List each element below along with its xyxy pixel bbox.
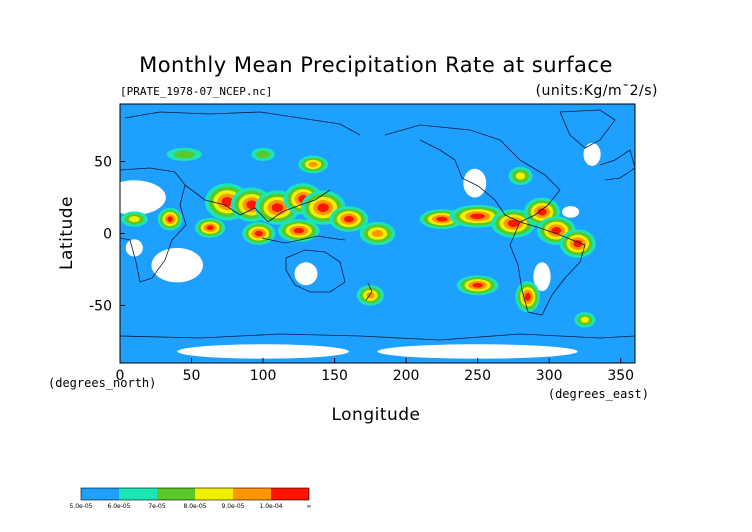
precip-region-2-band-5 [271,203,284,213]
precip-region-20-band-4 [308,161,318,168]
colorbar-swatch-0 [81,488,119,500]
precip-region-8-band-5 [206,225,214,231]
precip-region-23-band-2 [256,150,270,159]
colorbar: 5.0e-05 6.0e-05 7e-05 8.0e-05 9.0e-05 1.0e-04… [69,487,312,510]
colorbar-swatch-4 [233,488,271,500]
y-tick-label-0: 0 [103,227,112,243]
colorbar-label-6: ∞ [307,503,312,510]
colorbar-label-1: 6.0e-05 [107,503,130,510]
precip-region-15-band-5 [573,239,583,248]
colorbar-frame [80,487,310,501]
precip-region-5-band-5 [344,215,354,223]
no-data-patch-3 [294,262,318,286]
precip-region-12-band-5 [507,219,520,228]
precip-region-4-band-5 [317,203,329,213]
precip-region-13-band-5 [537,208,547,216]
map-panel [102,103,636,364]
colorbar-swatch-2 [157,488,195,500]
x-tick-label-0: 0 [116,368,125,384]
precip-region-7-band-5 [293,227,305,234]
coastline-africa [119,167,187,283]
coastline-north-asia [124,111,361,136]
coastline-indonesia [261,235,346,244]
precip-region-0-band-5 [221,197,233,207]
colorbar-swatch-1 [119,488,157,500]
no-data-patch-9 [377,344,578,359]
no-data-patch-6 [562,206,580,218]
precip-region-6-band-5 [254,230,263,237]
precip-region-17-band-5 [472,282,483,288]
x-axis: 0 50 100 150 200 250 300 350 [116,358,634,384]
precip-region-1-band-5 [246,200,257,210]
precip-region-18-band-5 [524,292,531,301]
no-data-patch-7 [583,142,601,166]
precip-region-25-band-3 [580,316,590,323]
no-data-patch-8 [177,344,349,359]
colorbar-label-3: 8.0e-05 [183,503,206,510]
precip-region-24-band-3 [515,172,526,180]
no-data-patch-5 [533,262,551,292]
coastline-antarctica [119,333,636,341]
coastline-greenland [559,109,616,149]
x-tick-label-50: 50 [183,368,201,384]
coastline-new-zealand [365,282,373,301]
coastline-europe [599,149,636,181]
colorbar-label-5: 1.0e-04 [259,503,282,510]
colorbar-label-2: 7e-05 [148,503,165,510]
precip-region-14-band-5 [551,227,562,235]
x-tick-label-250: 250 [464,368,491,384]
coastline-north-america [384,124,561,223]
coastline-south-asia [184,184,331,223]
y-axis-title: Latitude [57,196,77,270]
source-label: [PRATE_1978-07_NCEP.nc] [120,85,272,98]
x-tick-label-350: 350 [607,368,634,384]
precip-region-10-band-5 [436,216,448,222]
x-tick-label-150: 150 [321,368,348,384]
precip-region-16-band-5 [167,216,173,222]
x-tick-label-300: 300 [536,368,563,384]
y-tick-label--50: -50 [89,298,112,314]
precip-region-22-band-2 [173,150,195,159]
colorbar-label-0: 5.0e-05 [69,503,92,510]
no-data-patch-1 [151,247,203,283]
precip-region-11-band-5 [470,213,485,219]
y-tick-label-50: 50 [94,155,112,171]
colorbar-swatch-3 [195,488,233,500]
coastline-australia [285,249,346,293]
colorbar-label-4: 9.0e-05 [221,503,244,510]
y-axis: 50 0 -50 [89,155,125,314]
chart-title: Monthly Mean Precipitation Rate at surfa… [139,53,613,77]
x-axis-unit-label: (degrees_east) [548,387,649,401]
no-data-patch-4 [463,168,487,198]
colorbar-swatch-5 [271,488,309,500]
x-axis-title: Longitude [331,405,420,425]
precip-region-9-band-4 [371,229,384,238]
coastlines [119,109,636,341]
y-axis-unit-label: (degrees_north) [48,376,156,390]
no-data-layer [102,142,601,359]
x-tick-label-100: 100 [250,368,277,384]
precip-region-21-band-3 [128,216,140,223]
x-tick-label-200: 200 [393,368,420,384]
units-label: (units:Kg/m¯2/s) [536,83,658,99]
coastline-south-america [509,221,586,316]
no-data-patch-0 [102,180,166,215]
no-data-patch-2 [125,239,143,257]
